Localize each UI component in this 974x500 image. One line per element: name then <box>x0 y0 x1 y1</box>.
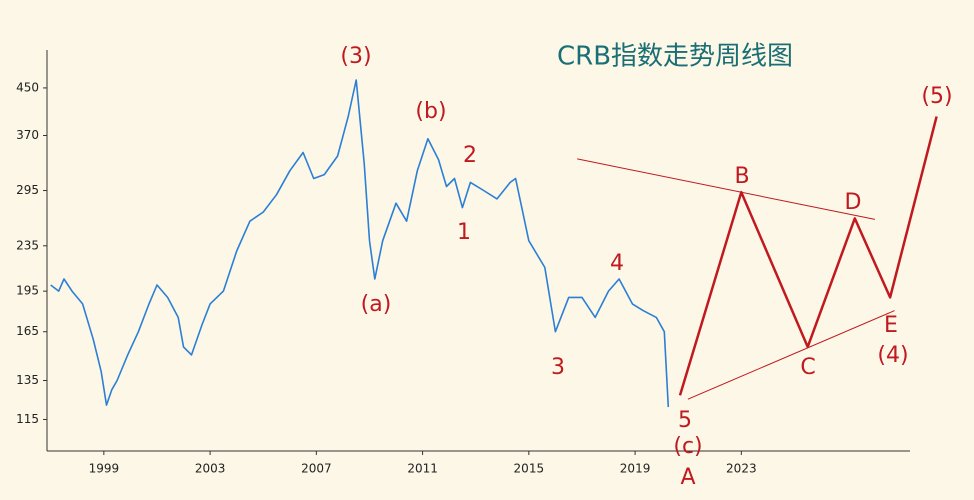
annotation: B <box>734 164 749 189</box>
x-tick-label: 2023 <box>726 462 757 476</box>
annotation: 2 <box>463 143 477 168</box>
y-tick-label: 295 <box>16 183 39 197</box>
annotation: (3) <box>340 44 371 69</box>
annotation: E <box>884 313 898 338</box>
y-tick-label: 115 <box>16 412 39 426</box>
x-tick-label: 2015 <box>514 462 545 476</box>
x-tick-label: 2019 <box>620 462 651 476</box>
series-line <box>678 116 938 396</box>
y-tick-label: 235 <box>16 238 39 252</box>
y-tick-label: 370 <box>16 128 39 142</box>
annotation: 3 <box>551 355 565 380</box>
annotation: (b) <box>415 99 446 124</box>
annotation: C <box>800 355 815 380</box>
annotation: 4 <box>610 251 624 276</box>
series-line <box>50 79 670 408</box>
annotation: (c) <box>673 434 702 459</box>
series-line <box>577 158 875 220</box>
annotation: A <box>680 465 695 490</box>
y-tick-label: 135 <box>16 373 39 387</box>
series-line <box>687 310 895 400</box>
x-tick-label: 2003 <box>195 462 226 476</box>
annotation: (a) <box>361 292 392 317</box>
y-tick-label: 195 <box>16 284 39 298</box>
chart-title: CRB指数走势周线图 <box>557 42 793 72</box>
annotation: D <box>845 190 862 215</box>
annotation: 5 <box>678 408 692 433</box>
x-tick-label: 1999 <box>89 462 120 476</box>
annotation: 1 <box>457 220 471 245</box>
x-tick-label: 2007 <box>301 462 332 476</box>
annotation: (5) <box>921 84 952 109</box>
y-tick-label: 450 <box>16 80 39 94</box>
y-tick-label: 165 <box>16 324 39 338</box>
x-tick-label: 2011 <box>407 462 438 476</box>
annotation: (4) <box>877 343 908 368</box>
